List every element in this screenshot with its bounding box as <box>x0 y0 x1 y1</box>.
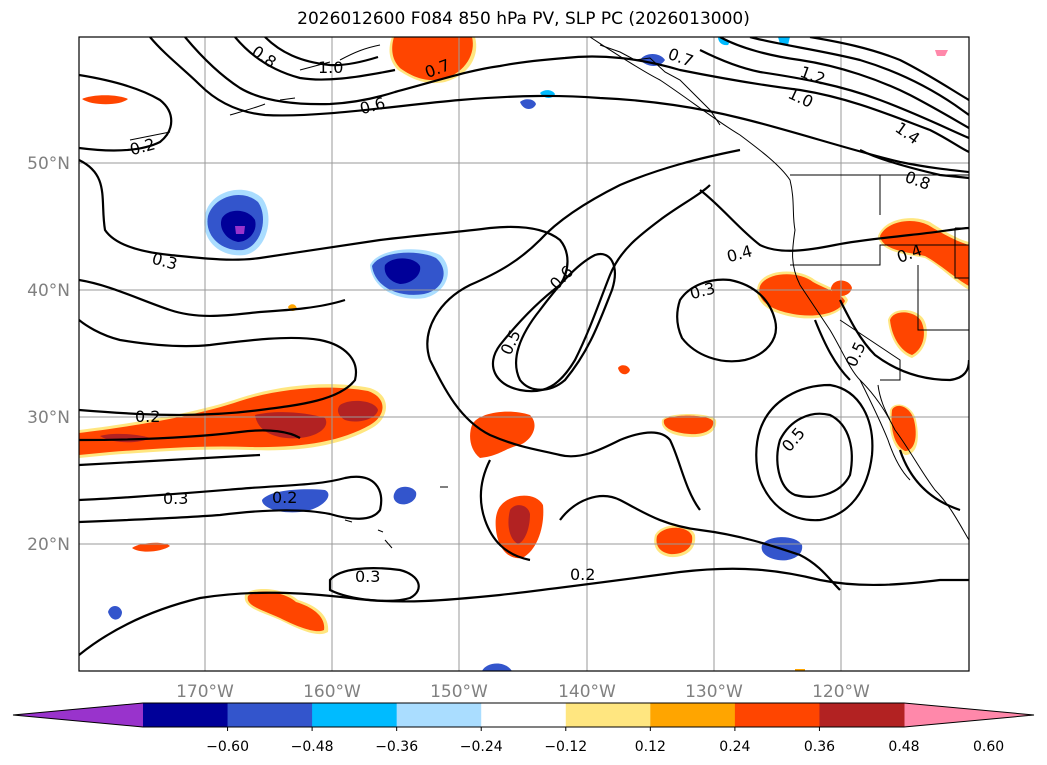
colorbar-tick-label: 0.48 <box>888 739 919 755</box>
colorbar-extend-min <box>13 703 143 727</box>
lon-label: 130°W <box>685 682 743 702</box>
lat-label: 40°N <box>27 281 70 301</box>
lon-label: 170°W <box>176 682 234 702</box>
colorbar-tick-label: 0.12 <box>635 739 666 755</box>
lat-label: 50°N <box>27 154 70 174</box>
map-plot-area: 0.8 1.0 0.7 0.6 0.2 0.3 0.2 0.3 0.2 0.3 … <box>79 37 969 671</box>
colorbar: −0.60 −0.48 −0.36 −0.24 −0.12 0.12 0.24 0.36 0.4… <box>12 702 1035 755</box>
colorbar-cell <box>565 703 651 727</box>
colorbar-cell <box>227 703 313 727</box>
lon-label: 160°W <box>303 682 361 702</box>
colorbar-tick-label: −0.48 <box>291 739 334 755</box>
colorbar-tick-label: −0.60 <box>206 739 249 755</box>
colorbar-cell <box>819 703 905 727</box>
lon-label: 140°W <box>558 682 616 702</box>
contour-label: 0.2 <box>570 565 595 584</box>
lat-label: 20°N <box>27 535 70 555</box>
longitude-labels: 170°W 160°W 150°W 140°W 130°W 120°W <box>176 682 870 702</box>
graticule <box>79 37 969 671</box>
colorbar-cell <box>650 703 736 727</box>
contour-label: 0.3 <box>355 567 380 586</box>
contour-label: 0.2 <box>135 407 160 426</box>
contour-label: 1.2 <box>798 62 828 89</box>
coastlines <box>129 37 969 549</box>
colorbar-cell <box>143 703 229 727</box>
colorbar-tick-label: −0.12 <box>544 739 587 755</box>
colorbar-tick-label: 0.24 <box>719 739 750 755</box>
contour-label: 0.2 <box>272 488 297 507</box>
contour-label: 0.3 <box>688 278 718 303</box>
lon-label: 150°W <box>430 682 488 702</box>
contour-label: 0.3 <box>150 249 180 274</box>
colorbar-cell <box>312 703 398 727</box>
lat-label: 30°N <box>27 408 70 428</box>
contour-label: 1.4 <box>892 118 924 148</box>
colorbar-cell <box>481 703 567 727</box>
contour-label: 0.3 <box>163 489 188 508</box>
contour-label: 0.4 <box>725 241 755 266</box>
lon-label: 120°W <box>812 682 870 702</box>
contour-lines <box>79 37 969 656</box>
colorbar-cell <box>396 703 482 727</box>
colorbar-tick-label: 0.36 <box>804 739 835 755</box>
contour-label: 0.6 <box>546 262 577 293</box>
colorbar-tick-label: 0.60 <box>973 739 1004 755</box>
colorbar-cell <box>734 703 820 727</box>
colorbar-tick-label: −0.36 <box>375 739 418 755</box>
pv-shading <box>79 37 969 671</box>
contour-label: 0.2 <box>128 134 158 159</box>
map-title: 2026012600 F084 850 hPa PV, SLP PC (2026… <box>297 9 750 29</box>
colorbar-extend-max <box>904 703 1034 727</box>
contour-label: 0.5 <box>778 424 809 456</box>
colorbar-tick-label: −0.24 <box>460 739 503 755</box>
latitude-labels: 50°N 40°N 30°N 20°N <box>27 154 70 555</box>
contour-label: 0.5 <box>497 327 525 358</box>
contour-label: 0.6 <box>358 93 388 118</box>
contour-label: 1.0 <box>318 58 343 77</box>
plot-frame <box>78 36 970 672</box>
